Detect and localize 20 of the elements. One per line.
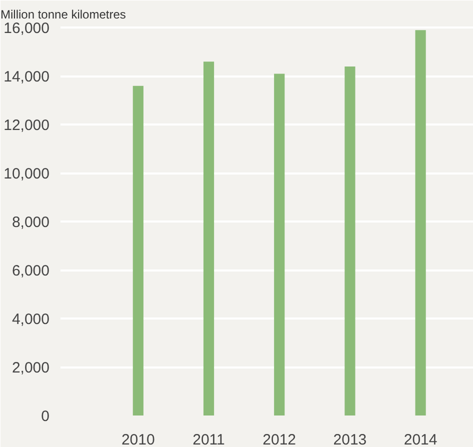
y-tick-label: 10,000: [4, 166, 50, 183]
y-tick-label: 12,000: [4, 117, 50, 134]
bar: [203, 62, 214, 416]
y-tick-label: 14,000: [4, 68, 50, 86]
x-tick-label: 2014: [404, 432, 438, 447]
y-tick-label: 8,000: [12, 214, 50, 232]
y-tick-label: 6,000: [12, 262, 50, 280]
x-tick-label: 2010: [121, 432, 155, 447]
y-tick-label: 16,000: [4, 20, 50, 38]
bar: [344, 66, 356, 416]
y-tick-label: 0: [41, 408, 50, 425]
y-axis-title: Million tonne kilometres: [0, 8, 126, 22]
bar: [132, 86, 144, 416]
bar: [415, 30, 426, 416]
y-tick-label: 2,000: [12, 360, 50, 377]
x-tick-label: 2011: [192, 432, 225, 447]
x-tick-label: 2013: [333, 432, 367, 447]
y-tick-label: 4,000: [12, 311, 50, 328]
bar: [274, 74, 285, 416]
x-tick-label: 2012: [262, 432, 296, 447]
